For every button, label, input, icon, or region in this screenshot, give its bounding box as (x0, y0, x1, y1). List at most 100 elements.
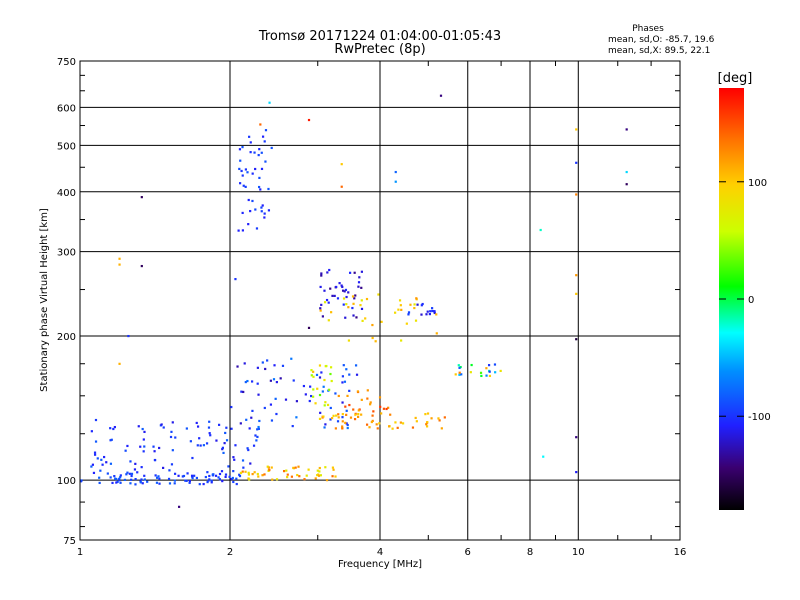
data-point (169, 435, 173, 439)
data-point (575, 292, 578, 295)
data-point (141, 482, 144, 485)
data-point (340, 185, 343, 188)
data-point (214, 474, 218, 477)
data-point (257, 425, 260, 429)
data-point (249, 462, 252, 465)
data-point (349, 416, 353, 419)
data-point (405, 322, 408, 325)
data-point (329, 366, 333, 369)
data-point (238, 474, 242, 478)
data-point (365, 423, 369, 426)
data-point (318, 417, 322, 420)
y-tick-label: 200 (57, 332, 76, 343)
data-point (142, 438, 145, 441)
data-point (106, 472, 109, 475)
data-point (371, 419, 374, 422)
data-point (625, 183, 628, 186)
data-point (365, 297, 369, 301)
data-point (105, 461, 108, 464)
data-point (323, 378, 326, 382)
data-point (357, 281, 361, 284)
data-point (181, 475, 184, 478)
data-point (327, 319, 330, 322)
data-point (221, 480, 224, 483)
data-point (275, 412, 278, 416)
data-point (152, 445, 155, 448)
data-point (314, 402, 317, 405)
data-point (123, 478, 127, 482)
data-point (267, 209, 271, 212)
chart-subtitle: RwPretec (8p) (334, 42, 425, 57)
data-point (374, 340, 377, 343)
data-point (320, 274, 323, 277)
data-point (204, 475, 207, 479)
data-point (348, 373, 351, 376)
data-point (118, 263, 121, 266)
data-point (158, 482, 161, 485)
data-point (345, 303, 348, 306)
data-point (141, 427, 144, 431)
data-point (218, 472, 222, 476)
data-point (146, 480, 149, 483)
data-point (295, 400, 299, 403)
data-point (351, 295, 355, 298)
data-point (425, 423, 428, 426)
phase-stats-x: mean, sd,X: 89.5, 22.1 (608, 46, 710, 56)
data-point (129, 482, 132, 485)
data-point (202, 482, 205, 486)
data-point (263, 216, 266, 219)
data-point (291, 424, 294, 428)
data-point (348, 403, 351, 407)
data-point (222, 451, 225, 455)
data-point (296, 473, 299, 477)
data-point (345, 413, 348, 416)
data-point (220, 470, 224, 473)
data-point (320, 371, 323, 374)
y-tick-label: 500 (57, 141, 76, 152)
data-point (334, 427, 337, 430)
data-point (225, 426, 228, 429)
data-point (230, 427, 233, 430)
data-point (244, 470, 247, 473)
data-point (258, 419, 261, 423)
data-point (325, 479, 329, 482)
data-point (189, 440, 192, 443)
data-point (231, 476, 234, 480)
data-point (241, 211, 244, 215)
data-point (155, 481, 159, 484)
data-point (155, 476, 159, 479)
data-point (348, 271, 352, 274)
data-point (319, 309, 322, 312)
data-point (542, 455, 545, 458)
data-point (426, 310, 429, 313)
data-point (250, 380, 254, 383)
data-point (99, 469, 102, 472)
data-point (426, 412, 430, 415)
data-point (575, 128, 578, 131)
data-point (375, 423, 378, 426)
data-point (92, 471, 96, 475)
data-point (443, 416, 446, 419)
data-point (251, 172, 254, 175)
data-point (256, 382, 259, 385)
data-point (266, 465, 269, 468)
data-point (101, 463, 104, 466)
colorbar-tick-label: 0 (748, 295, 754, 306)
data-point (208, 420, 211, 423)
data-point (400, 339, 403, 342)
data-point (380, 320, 383, 323)
data-point (488, 374, 492, 378)
data-point (355, 316, 358, 319)
data-point (90, 430, 93, 433)
data-point (238, 473, 241, 476)
data-point (193, 474, 196, 477)
data-point (380, 412, 383, 415)
data-point (337, 416, 340, 419)
data-point (539, 228, 542, 232)
data-point (357, 285, 360, 288)
data-point (303, 478, 306, 481)
data-point (388, 425, 391, 428)
data-point (425, 313, 428, 316)
data-point (397, 308, 400, 311)
data-point (428, 312, 431, 316)
